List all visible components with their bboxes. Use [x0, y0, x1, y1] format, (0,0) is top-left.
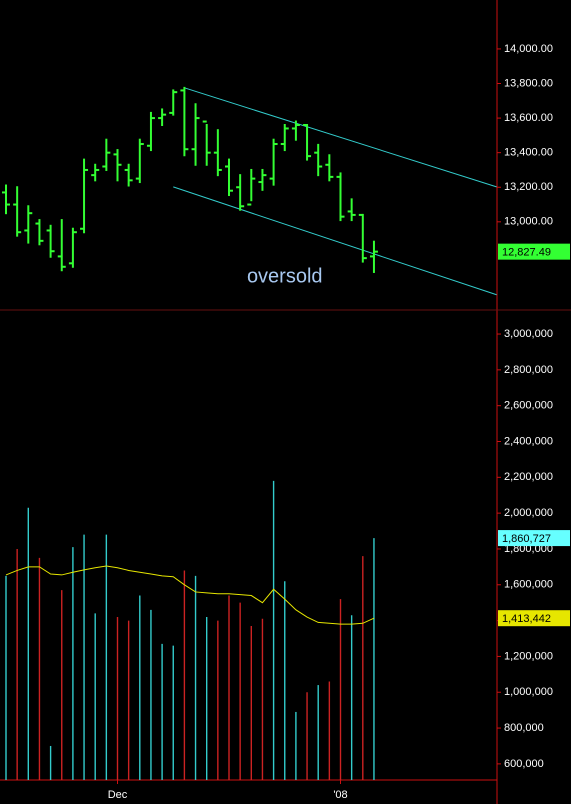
x-tick-label: '08	[333, 789, 347, 801]
trend-line	[173, 186, 497, 296]
y-tick-label: 1,600,000	[504, 579, 553, 591]
last-volume-label: 1,860,727	[502, 533, 551, 545]
moving-average	[5, 565, 375, 625]
trend-line	[184, 87, 497, 188]
y-tick-label: 13,600.00	[504, 112, 553, 124]
y-tick-label: 2,600,000	[504, 400, 553, 412]
y-tick-label: 2,400,000	[504, 435, 553, 447]
y-tick-label: 600,000	[504, 758, 544, 770]
y-tick-label: 13,400.00	[504, 147, 553, 159]
y-tick-label: 1,200,000	[504, 650, 553, 662]
y-tick-label: 3,000,000	[504, 328, 553, 340]
moving-average-label: 1,413,442	[502, 613, 551, 625]
y-tick-label: 13,000.00	[504, 216, 553, 228]
y-tick-label: 13,200.00	[504, 181, 553, 193]
y-tick-label: 2,000,000	[504, 507, 553, 519]
y-tick-label: 2,200,000	[504, 471, 553, 483]
y-tick-label: 1,000,000	[504, 686, 553, 698]
y-tick-label: 2,800,000	[504, 364, 553, 376]
annotation: oversold	[247, 265, 323, 287]
y-tick-label: 14,000.00	[504, 43, 553, 55]
last-price-label: 12,827.49	[502, 247, 551, 259]
moving-average-label-box	[498, 610, 570, 627]
y-tick-label: 800,000	[504, 722, 544, 734]
last-volume-label-box	[498, 530, 570, 547]
last-price-label-box	[498, 243, 570, 260]
x-tick-label: Dec	[108, 789, 128, 801]
y-tick-label: 13,800.00	[504, 77, 553, 89]
